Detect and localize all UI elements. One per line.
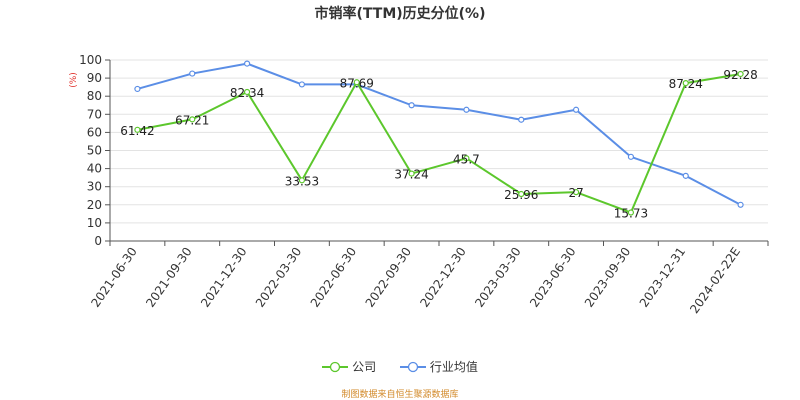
y-tick-label: 20 bbox=[87, 198, 102, 212]
x-tick-label: 2022-03-30 bbox=[253, 245, 304, 310]
y-tick-label: 0 bbox=[94, 234, 102, 248]
chart-title: 市销率(TTM)历史分位(%) bbox=[314, 6, 486, 22]
company-data-label: 15.73 bbox=[614, 207, 648, 221]
company-data-point bbox=[353, 79, 360, 86]
x-tick-label: 2023-03-30 bbox=[472, 245, 523, 310]
legend: 公司 行业均值 bbox=[0, 358, 800, 376]
x-tick-label: 2021-12-30 bbox=[198, 245, 249, 310]
y-tick-label: 60 bbox=[87, 125, 102, 139]
legend-item-industry-average[interactable]: 行业均值 bbox=[399, 358, 478, 375]
y-tick-label: 90 bbox=[87, 71, 102, 85]
company-data-label: 61.42 bbox=[120, 124, 154, 138]
x-tick-label: 2023-06-30 bbox=[527, 245, 578, 310]
x-axis: 2021-06-30 2021-09-30 2021-12-30 2022-03-30… bbox=[88, 240, 769, 316]
y-axis: 0 10 20 30 40 50 60 70 80 90 100 bbox=[79, 53, 111, 248]
y-tick-label: 30 bbox=[87, 180, 102, 194]
company-data-label: 25.96 bbox=[504, 188, 538, 202]
series-group bbox=[134, 60, 744, 216]
company-data-label: 33.53 bbox=[285, 174, 319, 188]
industry-average-data-point bbox=[134, 85, 141, 93]
company-data-point bbox=[682, 79, 689, 87]
company-data-label: 67.21 bbox=[175, 113, 209, 127]
x-tick-label: 2022-09-30 bbox=[363, 245, 414, 310]
y-tick-label: 40 bbox=[87, 162, 102, 176]
company-data-point bbox=[572, 189, 580, 196]
x-tick-label: 2024-02-22E bbox=[687, 245, 743, 316]
company-data-label: 87.69 bbox=[340, 76, 374, 90]
industry-average-data-point bbox=[243, 60, 251, 67]
company-data-point bbox=[408, 170, 415, 177]
industry-average-data-point bbox=[518, 116, 525, 123]
industry-average-data-point bbox=[737, 201, 744, 208]
y-axis-label: (%) bbox=[69, 72, 79, 88]
legend-item-company[interactable]: 公司 bbox=[322, 358, 376, 375]
industry-average-data-point bbox=[298, 81, 306, 88]
x-tick-label: 2021-09-30 bbox=[143, 245, 194, 310]
industry-average-data-point bbox=[627, 153, 635, 160]
legend-label-industry-average: 行业均值 bbox=[429, 360, 478, 374]
company-series-line bbox=[137, 72, 741, 214]
x-tick-label: 2022-06-30 bbox=[308, 245, 359, 310]
y-tick-label: 50 bbox=[87, 144, 102, 158]
company-data-point bbox=[134, 126, 141, 133]
company-data-point bbox=[298, 177, 306, 184]
company-data-point bbox=[463, 155, 470, 162]
company-data-label: 27 bbox=[568, 186, 583, 200]
company-data-point bbox=[737, 70, 744, 78]
company-data-label: 82.34 bbox=[230, 86, 264, 100]
industry-average-data-point bbox=[682, 172, 689, 179]
data-labels: 61.42 67.21 82.34 33.53 87.69 37.24 45.7 25.96 2… bbox=[120, 68, 758, 221]
y-tick-label: 100 bbox=[79, 53, 102, 67]
industry-average-data-point bbox=[572, 106, 580, 113]
y-tick-label: 10 bbox=[87, 216, 102, 230]
legend-line-marker-icon bbox=[399, 361, 426, 372]
company-data-label: 92.28 bbox=[723, 68, 757, 82]
industry-average-data-point bbox=[189, 70, 196, 77]
company-data-label: 87.24 bbox=[669, 77, 703, 91]
x-tick-label: 2023-12-31 bbox=[637, 245, 688, 310]
x-tick-label: 2021-06-30 bbox=[88, 245, 139, 310]
company-data-label: 45.7 bbox=[453, 152, 480, 166]
x-tick-label: 2022-12-30 bbox=[417, 245, 468, 310]
industry-average-series-line bbox=[137, 62, 742, 206]
x-tick-label: 2023-09-30 bbox=[582, 245, 633, 310]
y-tick-label: 80 bbox=[87, 89, 102, 103]
company-data-point bbox=[627, 209, 635, 216]
industry-average-data-point bbox=[408, 102, 415, 109]
company-data-point bbox=[243, 88, 251, 96]
company-data-label: 37.24 bbox=[394, 168, 428, 182]
industry-average-data-point bbox=[463, 106, 470, 113]
company-data-point bbox=[518, 190, 525, 198]
y-tick-label: 70 bbox=[87, 107, 102, 121]
source-note: 制图数据来自恒生聚源数据库 bbox=[341, 390, 459, 400]
legend-label-company: 公司 bbox=[352, 360, 377, 374]
legend-line-marker-icon bbox=[322, 361, 349, 372]
company-data-point bbox=[189, 116, 196, 123]
